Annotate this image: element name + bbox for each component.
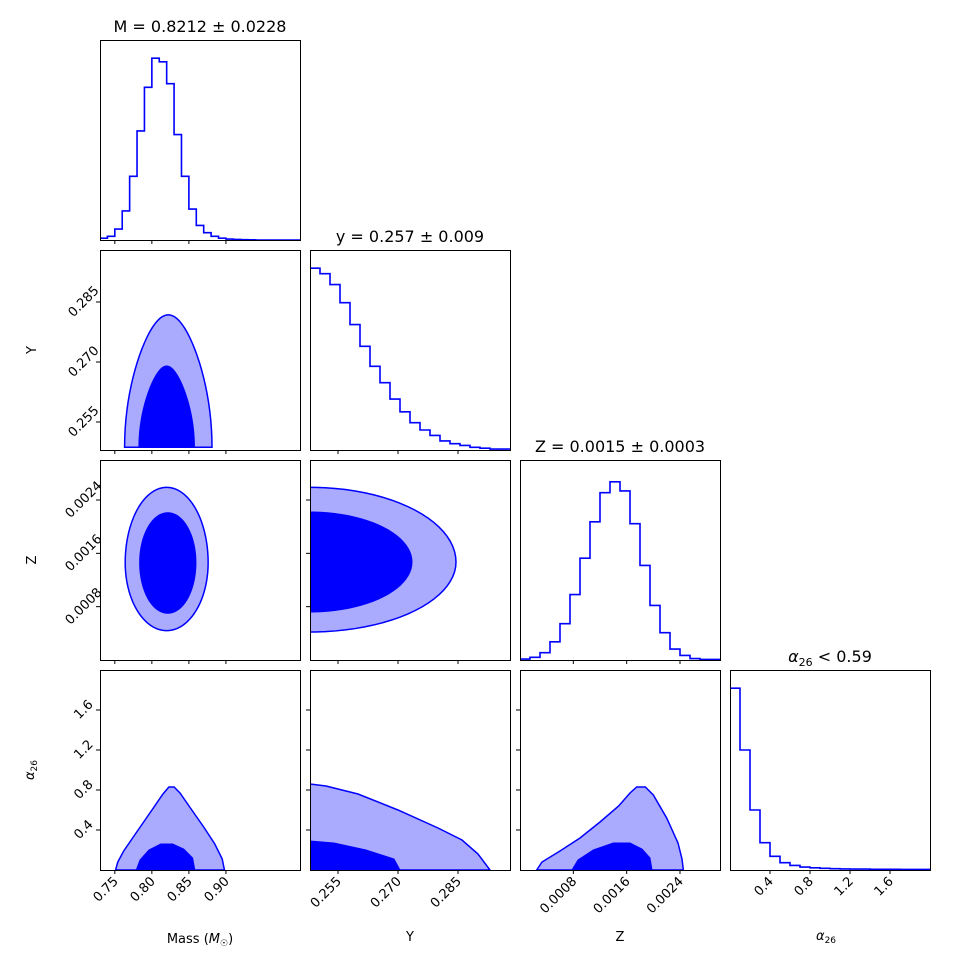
panel-r3-c0 (96, 670, 301, 874)
contour-outer-z-alpha26 (535, 786, 685, 870)
contour-inner-mass-z (139, 512, 197, 614)
x-tick-label: 0.85 (165, 874, 196, 905)
x-tick-label: 0.0024 (644, 874, 687, 917)
panel-r2-c0 (96, 460, 301, 664)
x-tick-label: 0.90 (202, 874, 233, 905)
x-tick-label: 0.80 (128, 874, 159, 905)
contour-outer-mass-alpha26 (114, 786, 226, 870)
contour-inner-y-z (310, 511, 413, 613)
panel-frame (310, 460, 511, 661)
panel-frame (310, 250, 511, 451)
title-alpha26: α26 < 0.59 (788, 647, 872, 669)
histogram-alpha26 (730, 687, 930, 870)
plot-area (310, 267, 510, 450)
xlabel-alpha26: α26 (816, 929, 836, 946)
plot-area (100, 57, 300, 240)
panel-frame (520, 670, 721, 871)
plot-area (124, 486, 209, 632)
x-tick-label: 0.285 (428, 874, 465, 911)
x-tick-label: 1.2 (832, 874, 857, 899)
xlabel-z: Z (616, 930, 625, 945)
x-tick-label: 0.8 (792, 874, 817, 899)
x-tick-label: 0.75 (91, 874, 122, 905)
plot-area (730, 687, 930, 870)
title-z: Z = 0.0015 ± 0.0003 (535, 437, 705, 456)
panel-frame (730, 670, 931, 871)
panel-r3-c3 (730, 670, 931, 874)
panel-r3-c1 (306, 670, 511, 874)
plot-area (123, 314, 213, 448)
panel-r1-c1 (310, 250, 511, 454)
panel-frame (100, 250, 301, 451)
y-tick-label: 1.2 (71, 737, 96, 762)
panel-frame (100, 670, 301, 871)
histogram-y (310, 267, 510, 450)
ylabel-z: Z (25, 555, 40, 564)
panel-r3-c2 (516, 670, 721, 874)
x-tick-label: 0.0016 (591, 874, 634, 917)
histogram-z (520, 481, 720, 660)
contour-inner-mass-y (138, 365, 195, 448)
plot-area (520, 481, 720, 660)
panel-r2-c1 (306, 460, 511, 664)
y-tick-label: 1.6 (71, 697, 96, 722)
y-tick-label: 0.4 (71, 817, 96, 842)
title-mass: M = 0.8212 ± 0.0228 (114, 17, 287, 36)
panel-frame (100, 40, 301, 241)
panel-r2-c2 (520, 460, 721, 664)
plot-area (114, 786, 226, 870)
panel-frame (100, 460, 301, 661)
panel-frame (520, 460, 721, 661)
contour-inner-z-alpha26 (571, 842, 653, 870)
contour-inner-y-alpha26 (310, 840, 401, 870)
panel-r1-c0 (96, 250, 301, 454)
panel-r0-c0 (100, 40, 301, 244)
ylabel-y: Y (25, 346, 40, 355)
histogram-mass (100, 57, 300, 240)
ylabel-alpha26: α26 (23, 760, 40, 780)
y-tick-label: 0.8 (71, 777, 96, 802)
xlabel-mass: Mass (M☉) (167, 932, 233, 949)
panel-frame (310, 670, 511, 871)
x-tick-label: 0.270 (368, 874, 405, 911)
plot-area (310, 486, 457, 633)
xlabel-y: Y (405, 930, 414, 945)
title-y: y = 0.257 ± 0.009 (336, 227, 484, 246)
plot-area (310, 783, 491, 870)
contour-inner-mass-alpha26 (135, 843, 196, 870)
x-tick-label: 1.6 (872, 874, 897, 899)
x-tick-label: 0.0008 (537, 874, 580, 917)
plot-area (535, 786, 685, 870)
x-tick-label: 0.4 (752, 874, 777, 899)
x-tick-label: 0.255 (308, 874, 345, 911)
